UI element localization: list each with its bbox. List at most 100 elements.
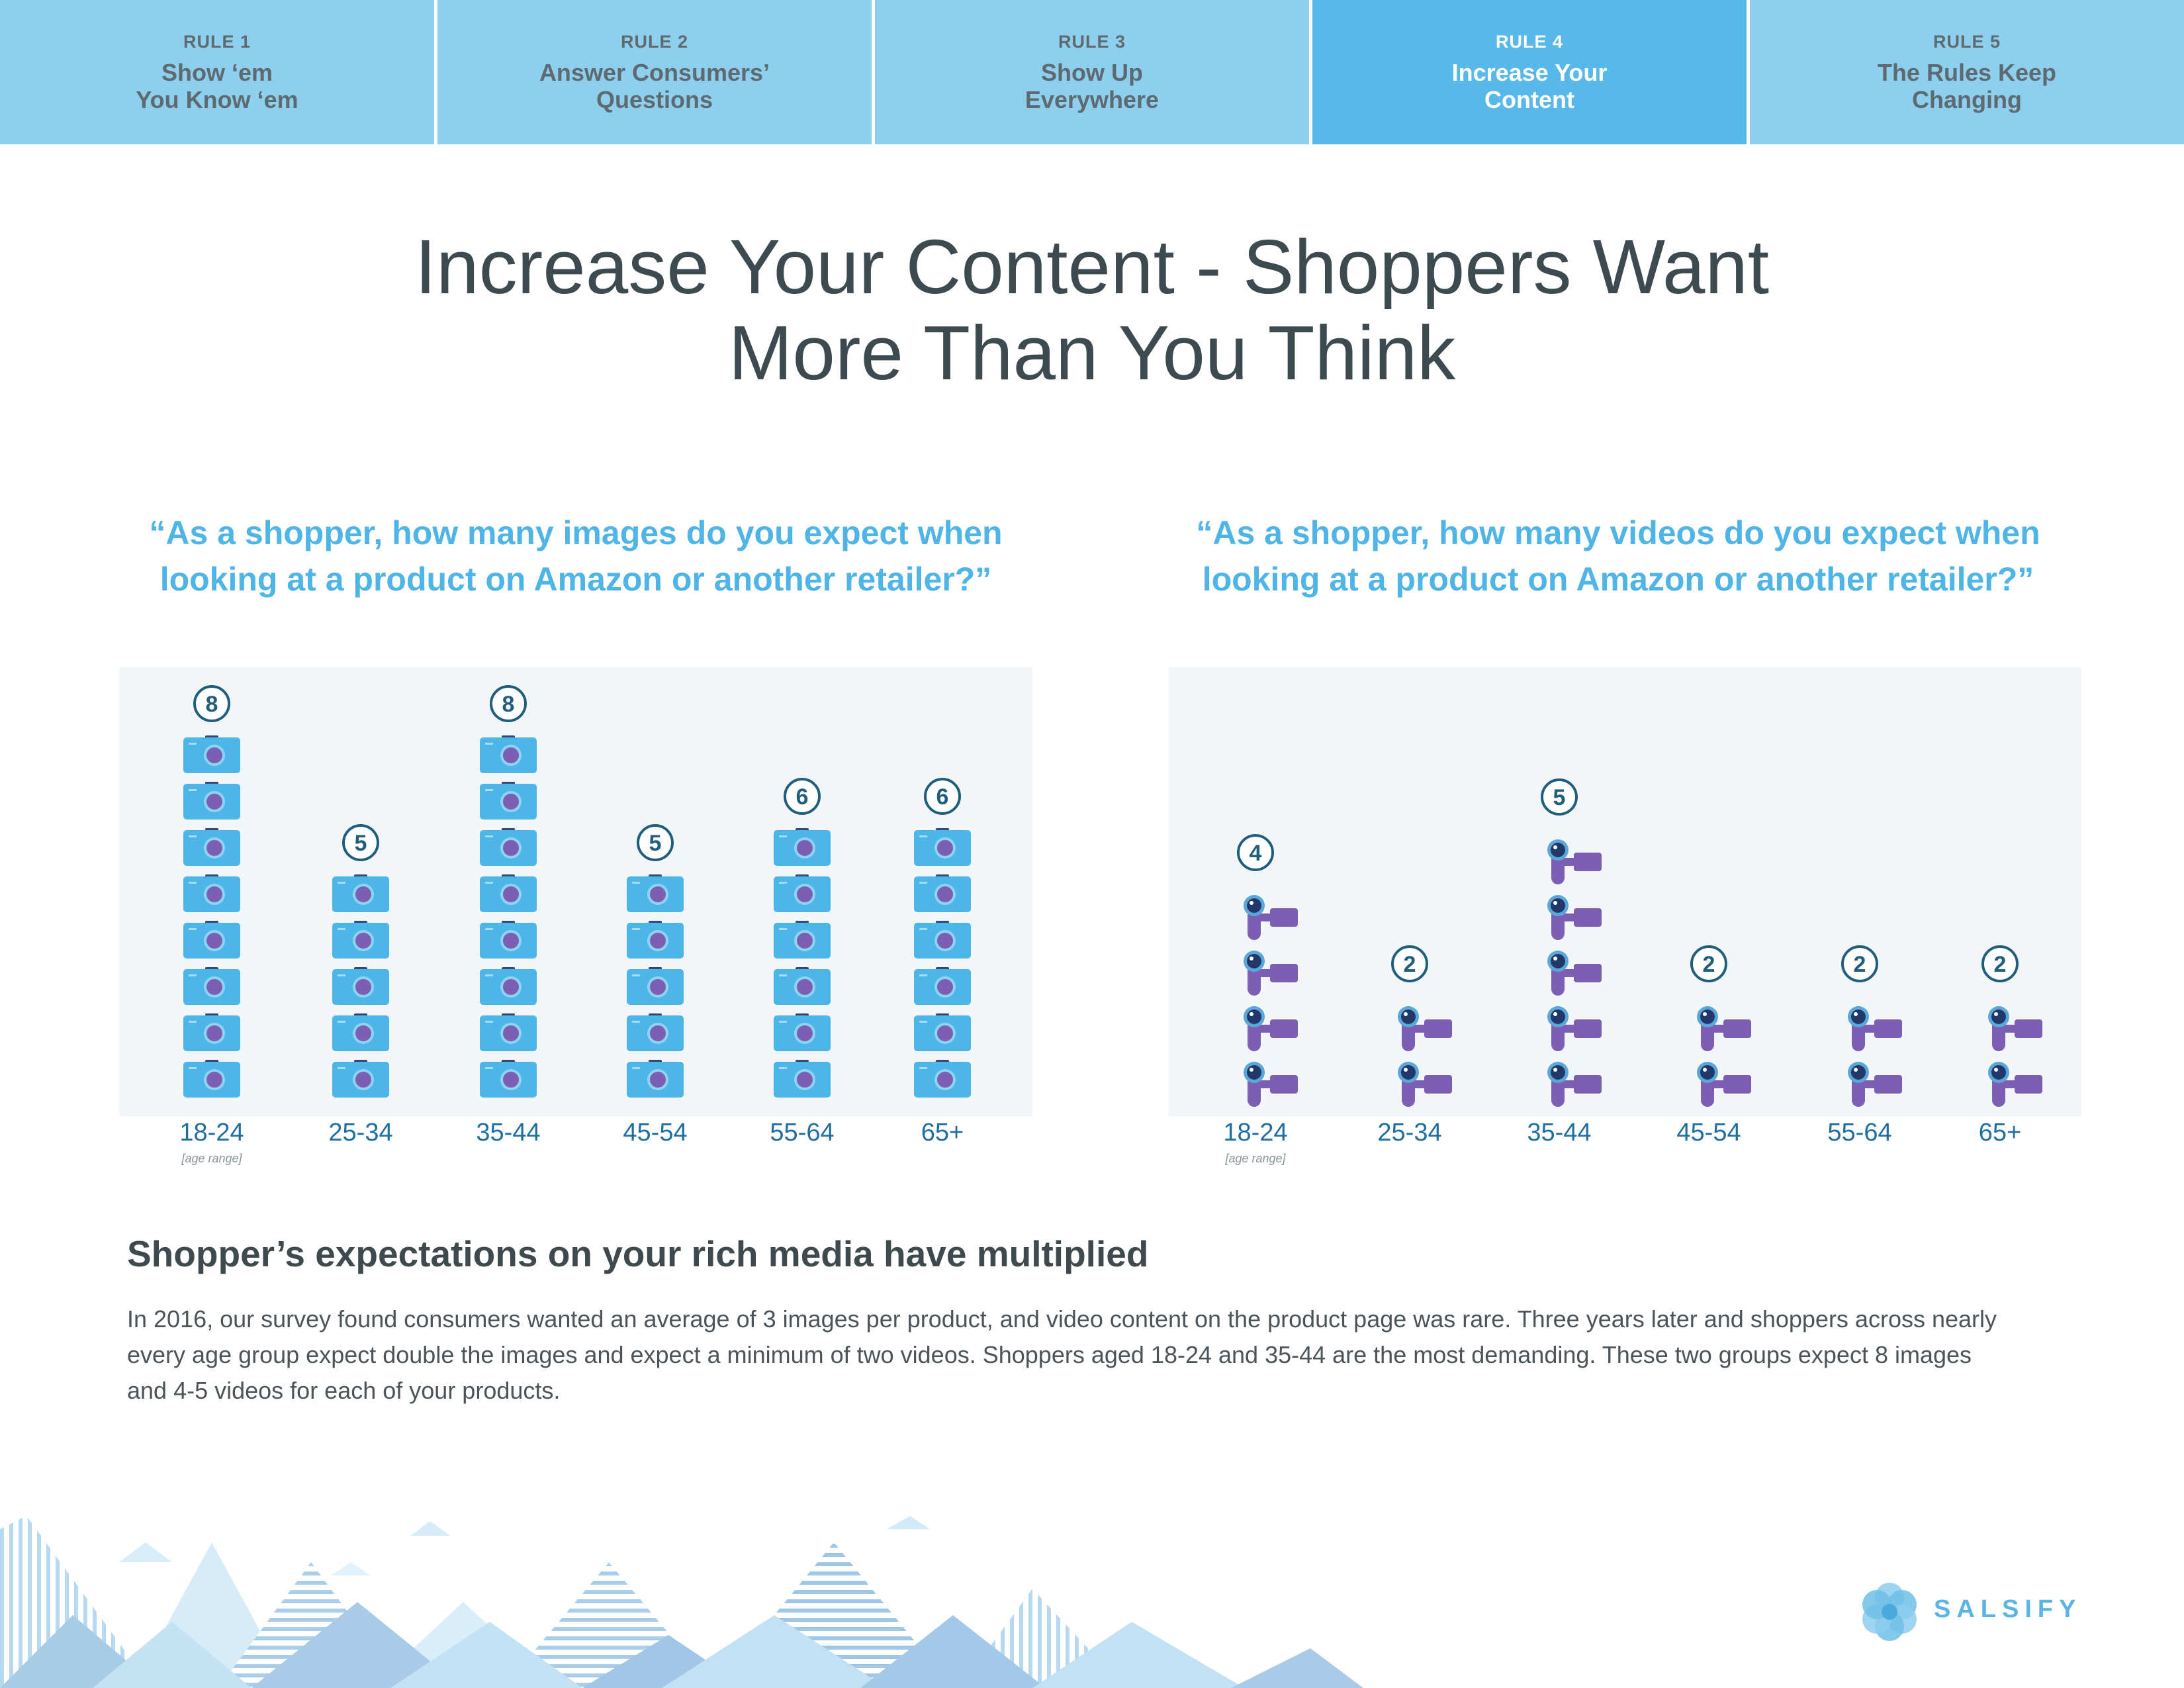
category-label: 18-24 [1223, 1119, 1287, 1147]
tab-rule-4[interactable]: RULE 4 Increase Your Content [1312, 0, 1750, 144]
videos-pictograph: 4 18-24 [age range] 2 25-34 5 35-44 2 45-54 2 55-6… [1223, 778, 2042, 1165]
video-camera-icon [1398, 1062, 1452, 1107]
category-label: 25-34 [328, 1119, 392, 1147]
camera-icon [480, 921, 537, 959]
category-label: 45-54 [623, 1119, 687, 1147]
value-label: 6 [796, 784, 809, 810]
category-label: 25-34 [1377, 1119, 1441, 1147]
value-badge: 2 [1391, 945, 1428, 982]
camera-icon [914, 874, 971, 912]
video-camera-icon [1244, 1062, 1298, 1107]
pictograph-bar-18-24: 4 [1237, 834, 1298, 1107]
value-badge: 6 [784, 778, 821, 815]
pictograph-bar-25-34: 2 [1391, 945, 1452, 1107]
video-camera-icon [1244, 895, 1298, 940]
video-camera-icon [1244, 951, 1298, 996]
tab-rule-number: RULE 3 [1058, 31, 1126, 52]
value-label: 5 [355, 831, 367, 856]
value-badge: 4 [1237, 834, 1274, 871]
value-label: 2 [1854, 952, 1866, 977]
camera-icon [627, 921, 684, 959]
video-camera-icon [1848, 1062, 1902, 1107]
axis-note: [age range] [181, 1152, 242, 1165]
images-chart-background [119, 667, 1032, 1116]
camera-icon [183, 874, 240, 912]
pictograph-bar-18-24: 8 [183, 685, 240, 1098]
value-label: 2 [1994, 952, 2007, 977]
camera-icon [627, 1013, 684, 1051]
tab-rule-3[interactable]: RULE 3 Show Up Everywhere [875, 0, 1312, 144]
camera-icon [332, 921, 389, 959]
pictograph-bar-35-44: 8 [480, 685, 537, 1098]
tab-rule-number: RULE 1 [183, 31, 251, 52]
value-badge: 5 [1541, 778, 1578, 816]
camera-icon [183, 735, 240, 773]
value-label: 5 [1553, 785, 1566, 810]
tab-rule-1[interactable]: RULE 1 Show ‘em You Know ‘em [0, 0, 437, 144]
value-label: 8 [206, 692, 218, 717]
pictograph-bar-55-64: 2 [1841, 945, 1902, 1107]
category-label: 55-64 [770, 1119, 834, 1147]
value-label: 8 [502, 692, 515, 717]
video-camera-icon [1547, 1006, 1602, 1051]
category-label: 35-44 [476, 1119, 540, 1147]
value-badge: 8 [193, 685, 230, 722]
camera-icon [914, 1060, 971, 1098]
video-camera-icon [1547, 895, 1602, 940]
pictograph-bar-55-64: 6 [774, 778, 831, 1098]
tab-rule-2[interactable]: RULE 2 Answer Consumers’ Questions [437, 0, 875, 144]
camera-icon [774, 921, 831, 959]
category-label: 65+ [1979, 1119, 2021, 1147]
camera-icon [480, 828, 537, 866]
pictograph-bar-45-54: 5 [627, 824, 684, 1098]
tab-rule-title: Increase Your Content [1451, 58, 1608, 113]
salsify-logo-text: SALSIFY [1934, 1595, 2082, 1623]
rules-nav: RULE 1 Show ‘em You Know ‘em RULE 2 Answ… [0, 0, 2184, 144]
camera-icon [774, 1060, 831, 1098]
value-label: 2 [1404, 952, 1416, 977]
value-label: 4 [1250, 841, 1262, 866]
camera-icon [480, 967, 537, 1005]
camera-icon [627, 967, 684, 1005]
camera-icon [914, 967, 971, 1005]
camera-icon [332, 1013, 389, 1051]
tab-rule-5[interactable]: RULE 5 The Rules Keep Changing [1750, 0, 2184, 144]
tab-rule-title: Show ‘em You Know ‘em [136, 58, 298, 113]
videos-chart-background [1168, 667, 2081, 1116]
category-label: 65+ [921, 1119, 964, 1147]
camera-icon [183, 1013, 240, 1051]
value-badge: 2 [1841, 945, 1878, 982]
camera-icon [480, 1013, 537, 1051]
camera-icon [914, 921, 971, 959]
value-badge: 8 [490, 685, 527, 722]
camera-icon [183, 1060, 240, 1098]
pictograph-bar-25-34: 5 [332, 824, 389, 1098]
camera-icon [332, 874, 389, 912]
video-camera-icon [1244, 1006, 1298, 1051]
pictograph-bar-45-54: 2 [1690, 945, 1751, 1107]
page-title: Increase Your Content - Shoppers Want Mo… [414, 224, 1770, 396]
axis-note: [age range] [1224, 1152, 1286, 1165]
pictograph-bar-35-44: 5 [1541, 778, 1602, 1107]
tab-rule-title: Show Up Everywhere [1024, 58, 1160, 113]
video-camera-icon [1988, 1062, 2042, 1107]
camera-icon [627, 1060, 684, 1098]
camera-icon [480, 1060, 537, 1098]
section-heading: Shopper’s expectations on your rich medi… [127, 1233, 1149, 1274]
videos-chart-question: “As a shopper, how many videos do you ex… [1196, 514, 2040, 598]
value-badge: 6 [924, 778, 961, 815]
value-badge: 2 [1690, 945, 1727, 982]
value-label: 5 [649, 831, 662, 856]
salsify-logo-icon [1862, 1583, 1917, 1641]
tab-rule-number: RULE 5 [1933, 31, 2001, 52]
camera-icon [480, 782, 537, 820]
tab-rule-title: The Rules Keep Changing [1877, 58, 2057, 113]
video-camera-icon [1697, 1006, 1751, 1051]
value-badge: 2 [1981, 945, 2019, 982]
decorative-mountains [0, 1516, 1363, 1688]
video-camera-icon [1697, 1062, 1751, 1107]
video-camera-icon [1547, 1062, 1602, 1107]
video-camera-icon [1547, 951, 1602, 996]
value-label: 2 [1703, 952, 1715, 977]
video-camera-icon [1848, 1006, 1902, 1051]
